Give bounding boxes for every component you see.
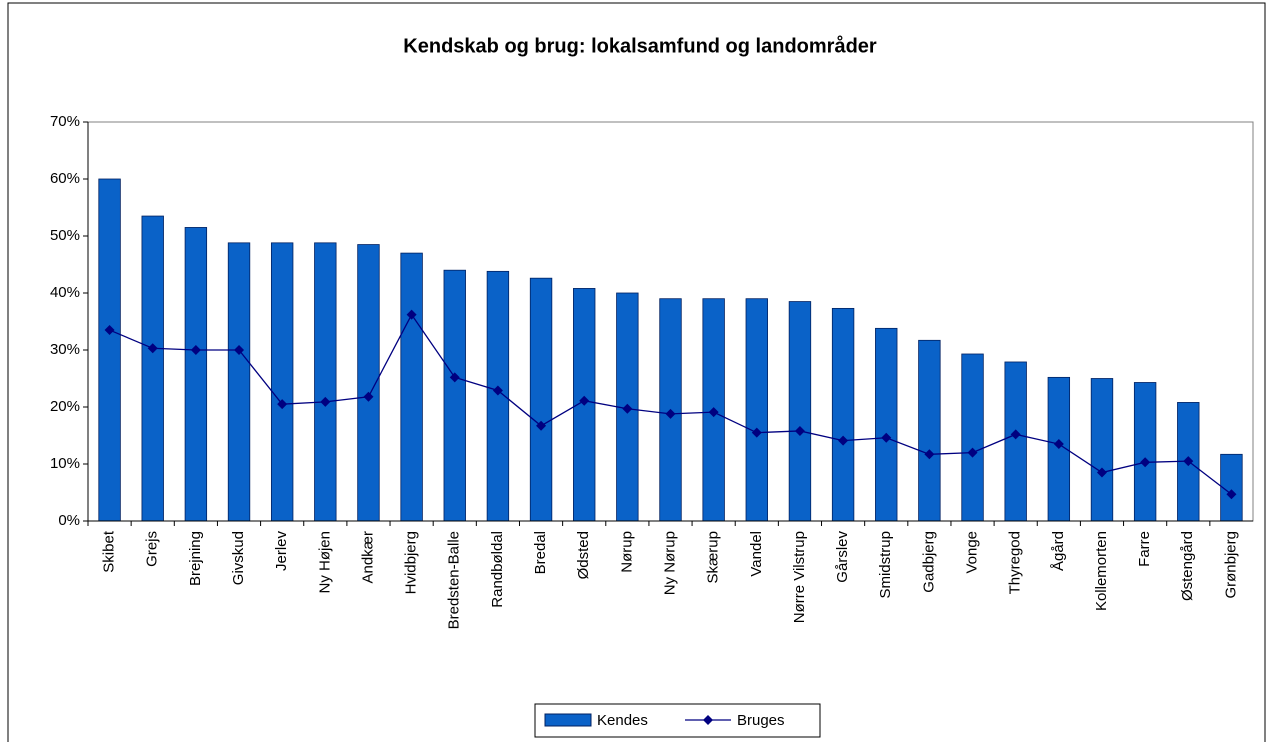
bar (875, 327, 898, 522)
legend-swatch (544, 713, 592, 727)
marker (363, 391, 374, 402)
y-tick-label: 60% (50, 170, 80, 187)
chart-title: Kendskab og brug: lokalsamfund og landom… (403, 34, 877, 57)
bar (270, 242, 294, 522)
x-tick-label: Farre (1136, 531, 1153, 567)
x-tick-label: Østengård (1179, 531, 1196, 601)
x-tick-label: Ågård (1050, 531, 1067, 571)
marker (579, 395, 590, 406)
marker (1096, 467, 1107, 478)
y-tick-label: 10% (50, 455, 80, 472)
bar (1090, 378, 1114, 522)
x-tick-label: Bredal (532, 531, 549, 574)
bar (227, 242, 251, 522)
x-tick-label: Nørre Vilstrup (791, 531, 808, 623)
x-tick-label: Skærup (705, 531, 722, 584)
x-tick-label: Givskud (230, 531, 247, 585)
marker (924, 449, 935, 460)
bar (1004, 361, 1027, 522)
x-tick-label: Grejs (144, 531, 161, 567)
bar (443, 269, 466, 522)
marker (277, 399, 288, 410)
marker (838, 435, 849, 446)
x-tick-label: Vandel (748, 531, 765, 577)
marker (320, 396, 331, 407)
x-tick-label: Ødsted (575, 531, 592, 579)
marker (751, 427, 762, 438)
bar (918, 339, 941, 522)
y-tick-label: 70% (50, 113, 80, 130)
y-tick-label: 50% (50, 227, 80, 244)
marker (536, 420, 547, 431)
marker (1183, 456, 1194, 467)
y-tick-label: 0% (58, 512, 80, 529)
marker (190, 345, 201, 355)
y-tick-label: 30% (50, 341, 80, 358)
bar (961, 353, 984, 522)
x-tick-label: Skibet (101, 530, 118, 573)
legend-marker (703, 715, 713, 725)
legend-label: Kendes (597, 712, 648, 729)
x-tick-label: Nørup (618, 531, 635, 573)
bar (98, 178, 121, 522)
marker (104, 325, 115, 336)
y-tick-label: 20% (50, 398, 80, 415)
x-tick-label: Andkær (359, 531, 376, 584)
marker (1226, 489, 1237, 500)
x-tick-label: Brejning (187, 531, 204, 586)
bar (745, 298, 768, 522)
bar (529, 277, 553, 522)
marker (147, 343, 158, 354)
bar (1133, 382, 1157, 522)
marker (1140, 457, 1151, 468)
x-tick-label: Randbøldal (489, 531, 506, 608)
marker (708, 407, 719, 418)
marker (234, 345, 245, 355)
bar (184, 227, 208, 522)
marker (406, 309, 417, 320)
x-tick-label: Vonge (964, 531, 981, 574)
x-tick-label: Grønbjerg (1222, 531, 1239, 599)
x-tick-label: Thyregod (1007, 531, 1024, 594)
marker (449, 372, 460, 383)
marker (665, 408, 676, 419)
bar (314, 242, 337, 522)
x-tick-label: Hvidbjerg (403, 531, 420, 594)
x-tick-label: Ny Højen (316, 531, 333, 594)
y-tick-label: 40% (50, 284, 80, 301)
marker (967, 447, 978, 458)
marker (881, 432, 892, 443)
bar (788, 301, 812, 522)
legend-label: Bruges (737, 712, 785, 729)
bar (400, 252, 423, 522)
marker (622, 403, 633, 414)
x-tick-label: Gårslev (834, 531, 851, 583)
x-tick-label: Ny Nørup (661, 531, 678, 595)
bar (141, 215, 164, 522)
marker (1053, 439, 1064, 450)
bar (831, 307, 855, 522)
x-tick-label: Kollemorten (1093, 531, 1110, 611)
x-tick-label: Bredsten-Balle (446, 531, 463, 629)
x-tick-label: Jerlev (273, 531, 290, 572)
marker (794, 425, 805, 436)
marker (492, 385, 503, 396)
marker (1010, 429, 1021, 440)
x-tick-label: Gadbjerg (920, 531, 937, 593)
x-tick-label: Smidstrup (877, 531, 894, 599)
